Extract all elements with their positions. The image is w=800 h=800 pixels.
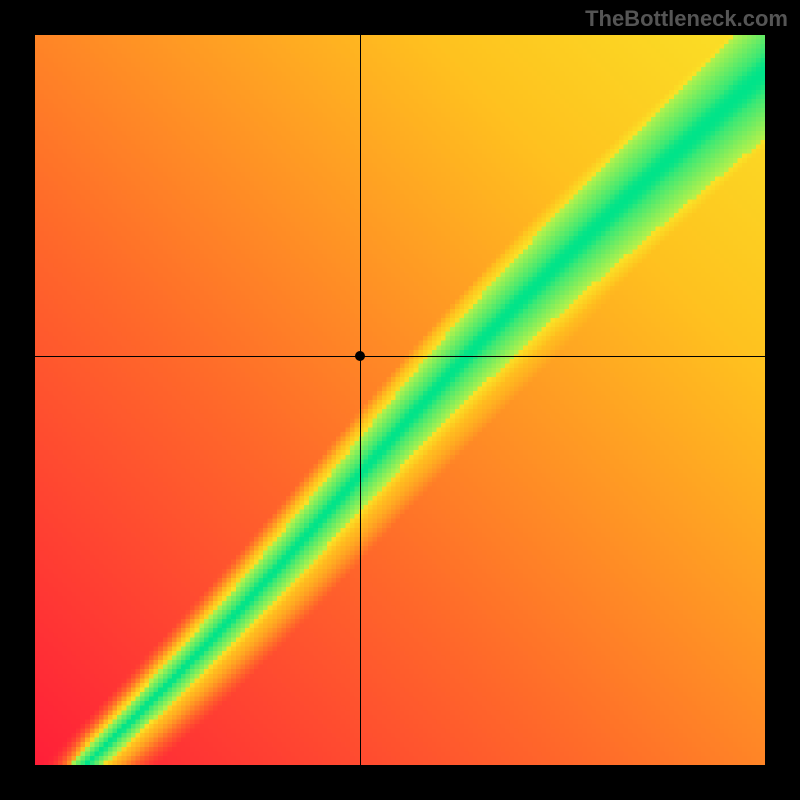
heatmap-canvas <box>35 35 765 765</box>
heatmap-plot-area <box>35 35 765 765</box>
watermark-text: TheBottleneck.com <box>585 6 788 32</box>
chart-container: TheBottleneck.com <box>0 0 800 800</box>
